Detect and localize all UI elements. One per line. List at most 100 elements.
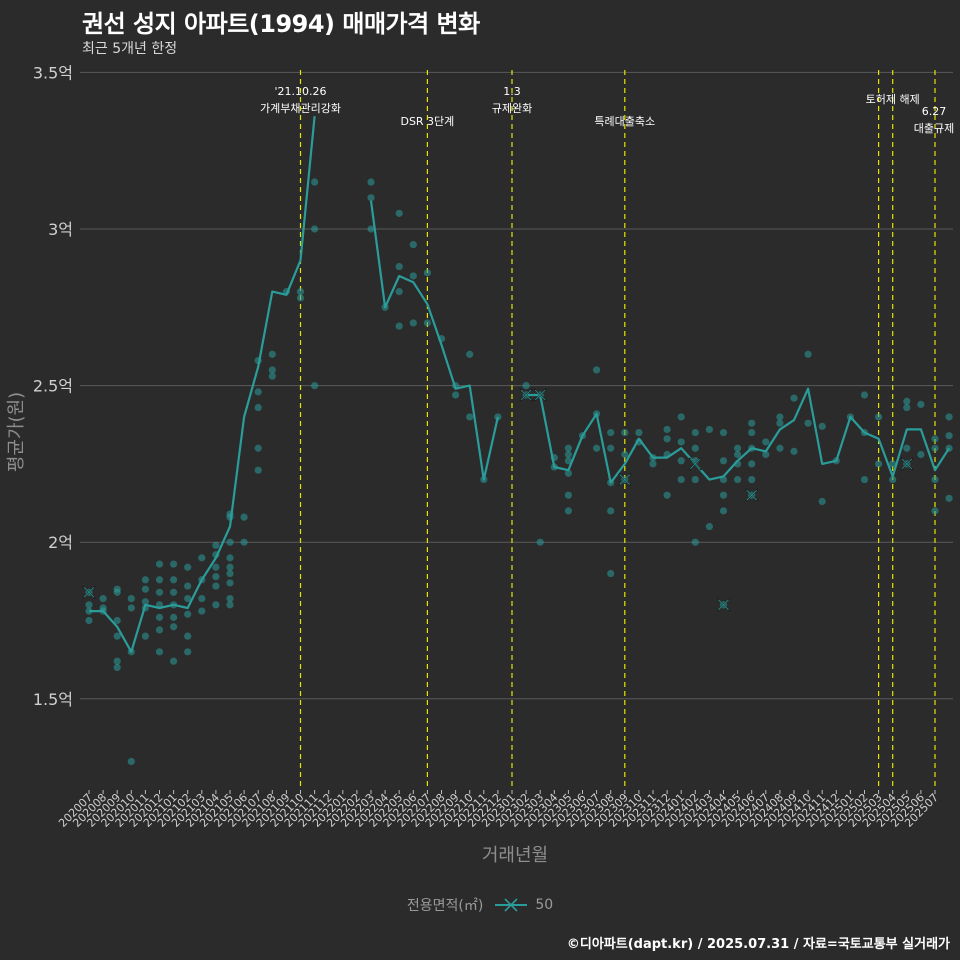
- data-point: [860, 391, 869, 399]
- data-point: [776, 413, 784, 421]
- data-point: [155, 626, 164, 634]
- data-point: [113, 632, 121, 640]
- data-point: [677, 475, 685, 484]
- source-caption: ©디아파트(dapt.kr) / 2025.07.31 / 자료=국토교통부 실…: [566, 937, 950, 952]
- data-point: [113, 588, 121, 596]
- data-point: [734, 444, 742, 452]
- data-point: [155, 588, 164, 596]
- data-point: [212, 601, 220, 609]
- legend-item-label: 50: [535, 897, 554, 913]
- data-point: [522, 382, 530, 390]
- page-subtitle: 최근 5개년 한정: [82, 41, 178, 57]
- data-point: [212, 541, 220, 549]
- event-label: 토허제 해제: [866, 92, 920, 106]
- legend-title: 전용면적(㎡): [406, 898, 484, 914]
- data-point: [226, 569, 234, 578]
- data-point: [367, 225, 375, 233]
- data-point: [804, 350, 812, 358]
- data-point: [719, 457, 728, 465]
- data-point: [607, 428, 615, 437]
- x-marker: [900, 457, 914, 471]
- data-point: [931, 435, 939, 443]
- data-point: [663, 425, 671, 434]
- data-point: [564, 469, 573, 477]
- data-point: [170, 657, 178, 665]
- data-point: [564, 457, 573, 465]
- data-point: [198, 554, 206, 562]
- x-marker-stroke: [746, 489, 757, 501]
- x-marker: [519, 388, 533, 402]
- event-lines-layer: [299, 70, 936, 790]
- y-tick-labels: 1.5억 2억 2.5억 3억 3.5억: [33, 63, 73, 708]
- data-point: [564, 507, 573, 515]
- data-point: [677, 457, 685, 465]
- page-title: 권선 성지 아파트(1994) 매매가격 변화: [82, 10, 480, 38]
- data-point: [776, 419, 784, 427]
- data-point: [649, 460, 657, 468]
- data-point: [113, 616, 121, 625]
- data-point: [226, 554, 234, 562]
- data-point: [409, 319, 417, 327]
- data-point: [748, 419, 756, 427]
- data-point: [226, 601, 234, 609]
- data-point: [254, 403, 262, 412]
- data-point: [691, 444, 699, 452]
- data-point: [113, 657, 121, 665]
- data-point: [395, 209, 403, 217]
- data-point: [254, 444, 262, 452]
- data-point: [268, 350, 276, 358]
- data-point: [212, 573, 220, 581]
- data-point: [917, 450, 925, 459]
- data-point: [593, 444, 601, 452]
- data-point: [99, 594, 107, 603]
- legend: 전용면적(㎡) 50: [0, 895, 960, 915]
- x-marker-stroke: [520, 389, 532, 401]
- data-point: [931, 444, 939, 452]
- event-label: 1.3: [503, 85, 521, 98]
- data-point: [409, 272, 417, 280]
- data-point: [311, 178, 319, 186]
- data-point: [141, 632, 149, 640]
- data-point: [254, 388, 262, 396]
- data-point: [184, 632, 192, 640]
- data-point: [691, 538, 699, 546]
- data-point: [226, 579, 234, 587]
- data-point: [621, 450, 629, 459]
- data-point: [818, 497, 826, 506]
- x-marker-stroke: [901, 458, 913, 470]
- data-point: [155, 648, 164, 656]
- data-point: [254, 466, 262, 474]
- data-point: [536, 538, 544, 546]
- data-point: [395, 322, 403, 330]
- data-point: [113, 663, 121, 672]
- data-point: [635, 428, 643, 437]
- data-point: [945, 413, 953, 421]
- data-point: [748, 460, 756, 468]
- data-point: [141, 598, 149, 606]
- x-marker-stroke: [690, 458, 701, 470]
- data-point: [903, 403, 911, 412]
- data-point: [875, 413, 883, 421]
- y-axis-title: 평균가(원): [6, 392, 27, 472]
- data-point: [170, 588, 178, 596]
- y-tick-label: 3억: [48, 220, 73, 239]
- y-tick-label: 1.5억: [33, 690, 73, 709]
- event-label: 특례대출축소: [594, 115, 655, 128]
- data-point: [903, 444, 911, 452]
- event-label: 규제완화: [492, 102, 532, 115]
- data-point: [466, 413, 474, 421]
- data-point: [184, 594, 192, 603]
- data-point: [296, 288, 305, 296]
- data-point: [85, 601, 93, 609]
- data-point: [170, 613, 178, 621]
- x-marker-stroke: [619, 474, 631, 485]
- data-point: [719, 507, 728, 515]
- data-point: [155, 560, 164, 568]
- data-point: [127, 604, 135, 612]
- data-point: [748, 475, 756, 484]
- data-point: [423, 319, 431, 327]
- data-point: [212, 563, 220, 571]
- data-point: [719, 428, 728, 437]
- data-point: [804, 419, 812, 427]
